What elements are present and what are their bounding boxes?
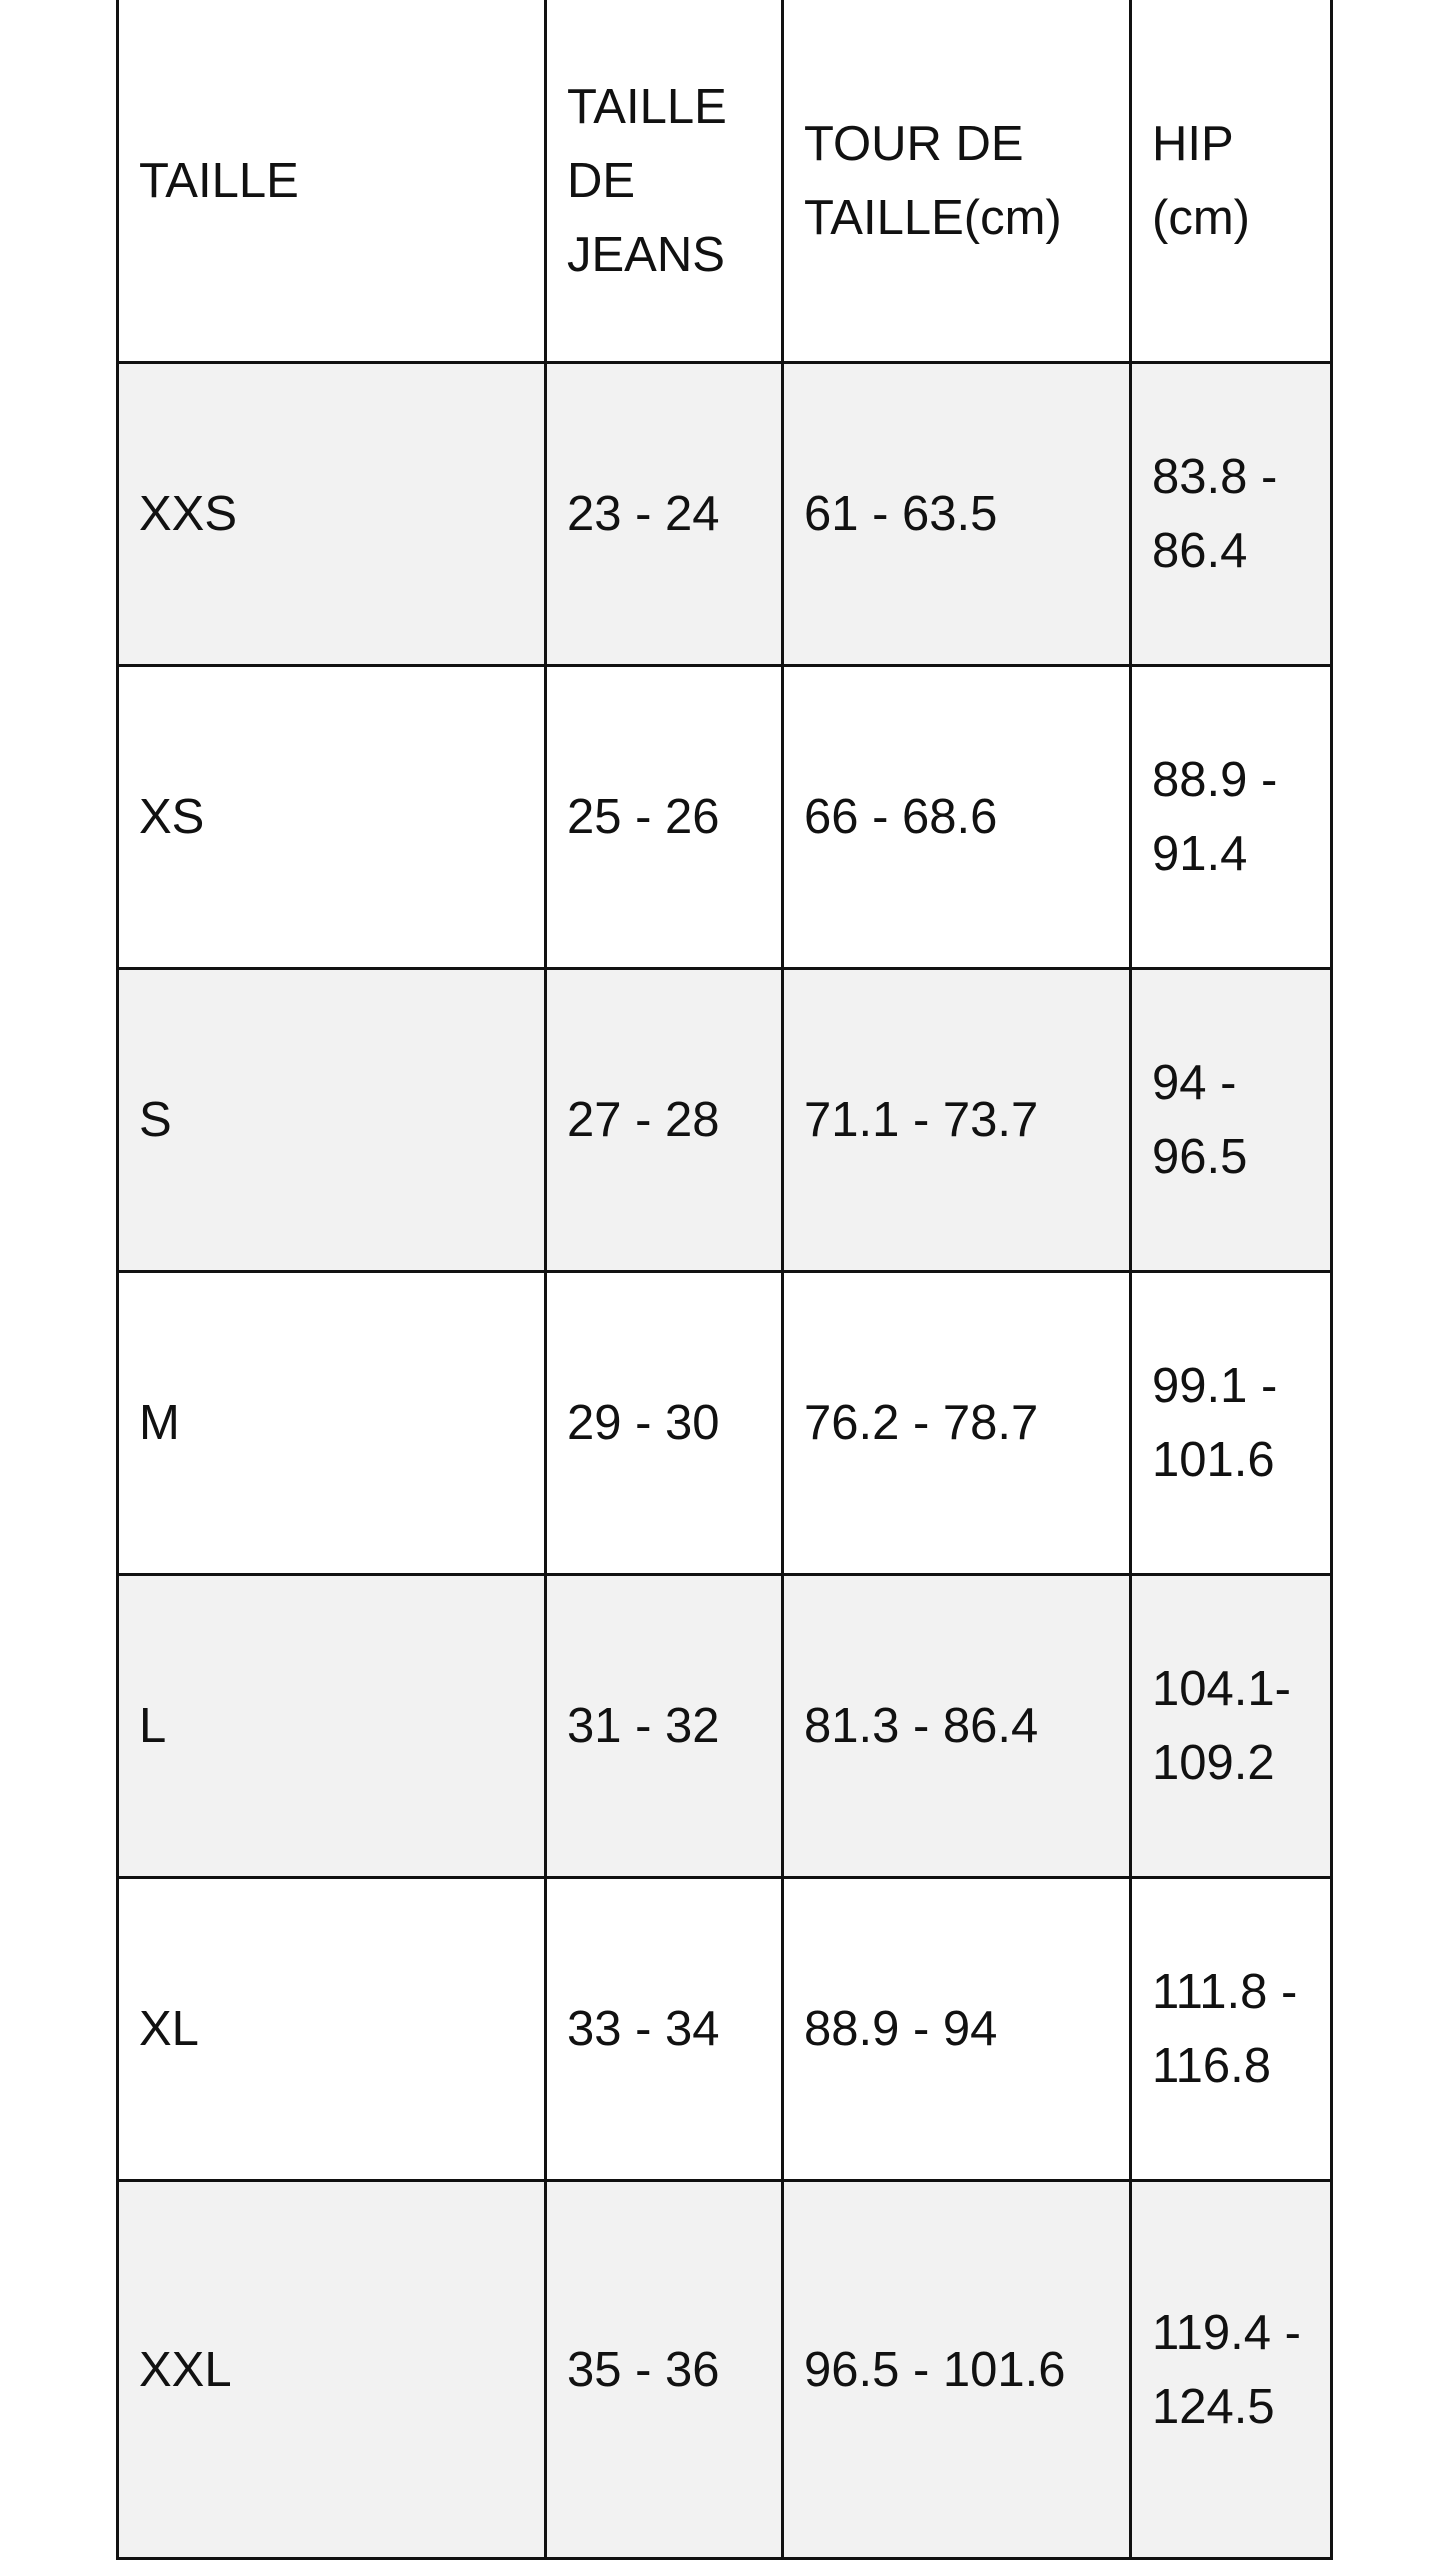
cell-size: S	[116, 967, 547, 1273]
cell-hip: 104.1-109.2	[1129, 1573, 1333, 1879]
table-row: XL 33 - 34 88.9 - 94 111.8 - 116.8	[116, 1876, 1333, 2182]
cell-size: M	[116, 1270, 547, 1576]
table-row: XS 25 - 26 66 - 68.6 88.9 - 91.4	[116, 664, 1333, 970]
cell-jeans-size: 29 - 30	[544, 1270, 784, 1576]
cell-waist: 88.9 - 94	[781, 1876, 1132, 2182]
table-row: XXL 35 - 36 96.5 - 101.6 119.4 - 124.5	[116, 2179, 1333, 2560]
table-row: XXS 23 - 24 61 - 63.5 83.8 - 86.4	[116, 361, 1333, 667]
cell-hip: 83.8 - 86.4	[1129, 361, 1333, 667]
cell-hip: 88.9 - 91.4	[1129, 664, 1333, 970]
table-row: M 29 - 30 76.2 - 78.7 99.1 - 101.6	[116, 1270, 1333, 1576]
cell-hip: 111.8 - 116.8	[1129, 1876, 1333, 2182]
table-row: S 27 - 28 71.1 - 73.7 94 - 96.5	[116, 967, 1333, 1273]
table-header-row: TAILLE TAILLE DE JEANS TOUR DE TAILLE(cm…	[116, 0, 1333, 364]
cell-waist: 61 - 63.5	[781, 361, 1132, 667]
cell-size: XXS	[116, 361, 547, 667]
cell-hip: 99.1 - 101.6	[1129, 1270, 1333, 1576]
cell-size: L	[116, 1573, 547, 1879]
header-taille: TAILLE	[116, 0, 547, 364]
cell-hip: 119.4 - 124.5	[1129, 2179, 1333, 2560]
cell-size: XS	[116, 664, 547, 970]
table-row: L 31 - 32 81.3 - 86.4 104.1-109.2	[116, 1573, 1333, 1879]
cell-jeans-size: 23 - 24	[544, 361, 784, 667]
cell-jeans-size: 33 - 34	[544, 1876, 784, 2182]
cell-jeans-size: 25 - 26	[544, 664, 784, 970]
cell-jeans-size: 35 - 36	[544, 2179, 784, 2560]
header-taille-de-jeans: TAILLE DE JEANS	[544, 0, 784, 364]
header-tour-de-taille: TOUR DE TAILLE(cm)	[781, 0, 1132, 364]
cell-hip: 94 - 96.5	[1129, 967, 1333, 1273]
header-hip: HIP (cm)	[1129, 0, 1333, 364]
cell-waist: 71.1 - 73.7	[781, 967, 1132, 1273]
cell-jeans-size: 27 - 28	[544, 967, 784, 1273]
cell-waist: 96.5 - 101.6	[781, 2179, 1132, 2560]
cell-waist: 76.2 - 78.7	[781, 1270, 1132, 1576]
cell-waist: 66 - 68.6	[781, 664, 1132, 970]
size-chart-table: TAILLE TAILLE DE JEANS TOUR DE TAILLE(cm…	[116, 0, 1333, 2560]
cell-waist: 81.3 - 86.4	[781, 1573, 1132, 1879]
cell-size: XL	[116, 1876, 547, 2182]
cell-jeans-size: 31 - 32	[544, 1573, 784, 1879]
cell-size: XXL	[116, 2179, 547, 2560]
